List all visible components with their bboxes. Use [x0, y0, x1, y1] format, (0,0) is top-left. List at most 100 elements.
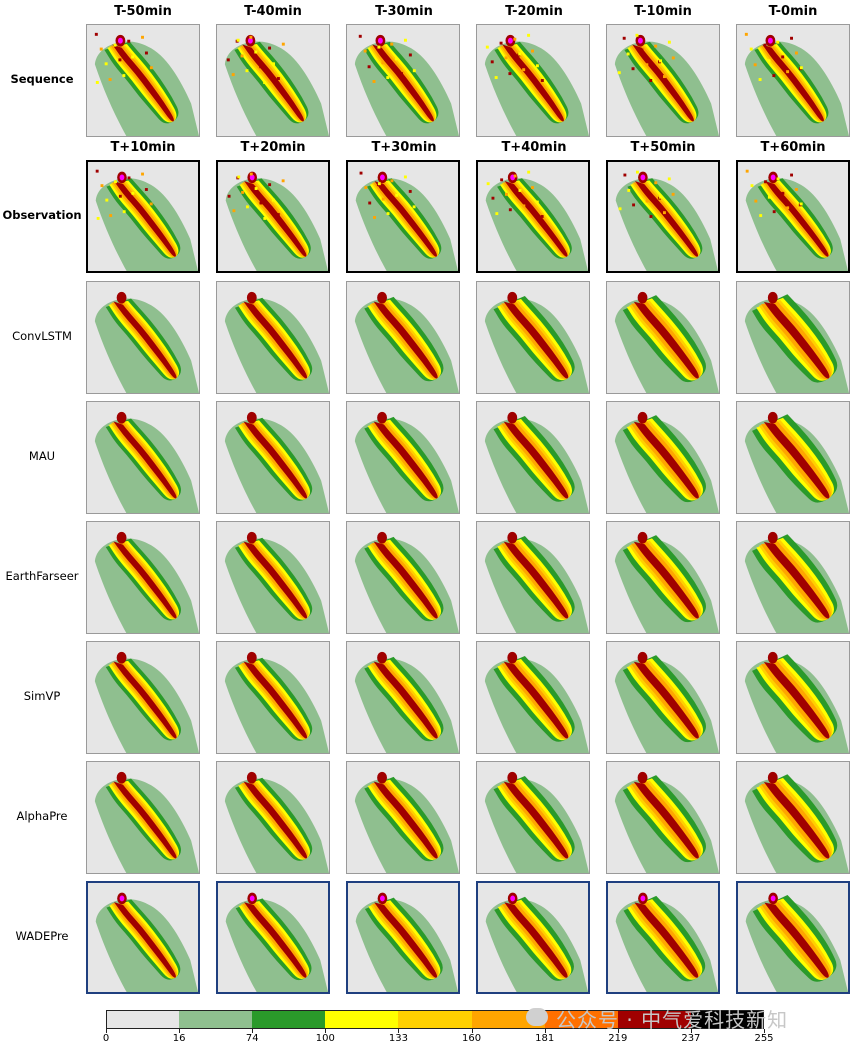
- radar-panel: [346, 881, 460, 994]
- speckle: [249, 35, 253, 39]
- band-core: [243, 421, 308, 499]
- radar-image: [737, 402, 849, 513]
- speckle: [412, 69, 416, 73]
- speckle: [240, 54, 244, 58]
- row-label-earthfarseer: EarthFarseer: [5, 569, 79, 583]
- colorbar-tick: [252, 1029, 254, 1033]
- radar-image: [737, 762, 849, 873]
- speckle: [754, 199, 758, 203]
- speckle: [627, 189, 631, 192]
- speckle: [535, 64, 539, 68]
- speckle: [794, 51, 798, 55]
- speckle: [635, 33, 639, 37]
- speckle: [386, 76, 390, 80]
- radar-panel: [216, 521, 330, 634]
- radar-image: [347, 642, 459, 753]
- speckle: [381, 61, 385, 65]
- speckle: [149, 66, 153, 70]
- radar-panel: [476, 24, 590, 137]
- radar-image: [607, 642, 719, 753]
- storm-core: [770, 414, 776, 421]
- speckle: [776, 40, 780, 44]
- radar-panel: [476, 881, 590, 994]
- speckle: [403, 38, 407, 42]
- radar-panel: [606, 761, 720, 874]
- radar-image: [347, 282, 459, 393]
- speckle: [400, 208, 403, 212]
- storm-core: [119, 294, 125, 301]
- band-core: [634, 902, 699, 978]
- speckle: [268, 183, 272, 187]
- speckle: [645, 63, 649, 67]
- speckle: [377, 45, 381, 49]
- radar-panel: [346, 160, 460, 273]
- speckle: [381, 197, 385, 201]
- speckle: [781, 55, 785, 59]
- speckle: [531, 49, 534, 53]
- speckle: [237, 175, 241, 179]
- radar-image: [87, 282, 199, 393]
- speckle: [508, 72, 512, 76]
- radar-panel: [216, 24, 330, 137]
- storm-core: [640, 654, 645, 661]
- speckle: [368, 201, 372, 205]
- speckle: [281, 179, 285, 183]
- storm-core: [507, 37, 513, 44]
- speckle: [491, 196, 495, 200]
- speckle: [144, 51, 148, 55]
- storm-core: [119, 534, 125, 541]
- speckle: [114, 180, 117, 184]
- speckle: [372, 80, 376, 83]
- speckle: [649, 215, 653, 218]
- storm-core: [117, 37, 123, 44]
- colorbar-tick: [471, 1029, 473, 1033]
- radar-image: [477, 25, 589, 136]
- column-title: T+40min: [501, 140, 567, 155]
- colorbar-segment: [398, 1010, 473, 1029]
- speckle: [640, 185, 644, 189]
- speckle: [408, 189, 412, 193]
- band-core: [502, 44, 564, 122]
- colorbar-tick-label: 74: [245, 1033, 259, 1044]
- radar-image: [87, 25, 199, 136]
- speckle: [786, 206, 790, 210]
- band-core: [113, 541, 177, 619]
- storm-core: [379, 534, 385, 541]
- radar-image: [478, 883, 588, 992]
- column-title: T-0min: [768, 4, 818, 19]
- speckle: [127, 39, 131, 43]
- speckle: [490, 60, 494, 64]
- speckle: [276, 77, 280, 81]
- speckle: [790, 36, 793, 40]
- colorbar-tick: [325, 1029, 327, 1033]
- radar-image: [607, 522, 719, 633]
- radar-panel: [476, 641, 590, 754]
- radar-panel: [86, 401, 200, 514]
- watermark: 公众号 · 中气爱科技新知: [556, 1008, 789, 1032]
- radar-image: [737, 642, 849, 753]
- band-core: [503, 781, 569, 859]
- speckle: [758, 78, 762, 81]
- row-label-alphapre: AlphaPre: [16, 809, 68, 823]
- speckle: [645, 199, 649, 203]
- radar-panel: [346, 521, 460, 634]
- radar-image: [88, 883, 198, 992]
- band-core: [503, 301, 569, 379]
- speckle: [390, 179, 394, 183]
- speckle: [750, 184, 754, 188]
- speckle: [654, 44, 658, 48]
- storm-core: [249, 534, 255, 541]
- radar-image: [737, 522, 849, 633]
- row-label-convlstm: ConvLSTM: [12, 329, 72, 343]
- speckle: [249, 172, 253, 176]
- speckle: [794, 188, 798, 191]
- speckle: [226, 58, 230, 62]
- band-core: [765, 181, 829, 257]
- speckle: [631, 67, 635, 71]
- storm-core: [377, 37, 383, 44]
- radar-panel: [606, 160, 720, 273]
- colorbar-segment: [690, 1010, 765, 1029]
- speckle: [272, 198, 275, 202]
- speckle: [131, 191, 135, 195]
- band-core: [242, 44, 304, 122]
